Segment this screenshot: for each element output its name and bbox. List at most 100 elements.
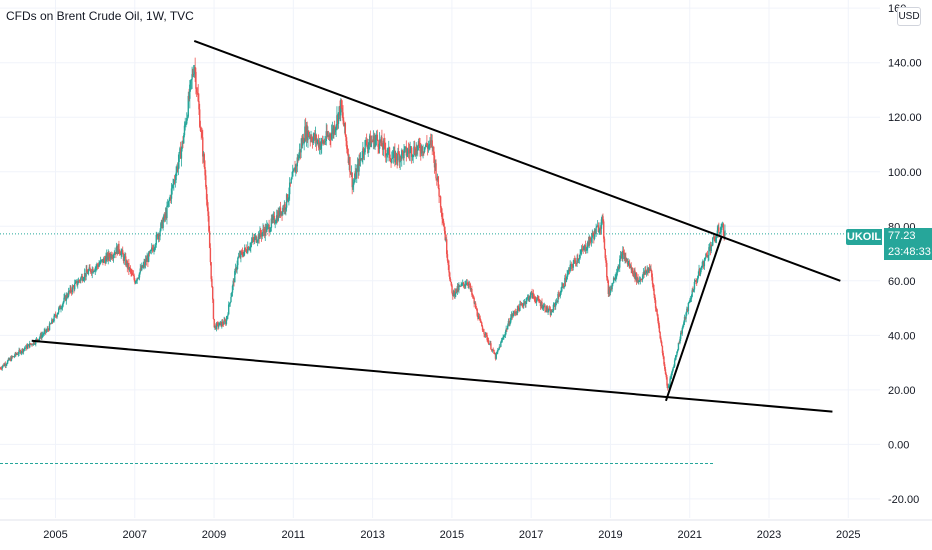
- candle-body: [180, 148, 183, 159]
- candle-body: [234, 271, 236, 283]
- candle-body: [667, 385, 670, 389]
- candle-body: [32, 344, 34, 346]
- candle-body: [603, 221, 605, 239]
- candle-body: [425, 143, 427, 147]
- candle-body: [160, 220, 163, 224]
- candle-body: [581, 248, 584, 250]
- candle-body: [221, 321, 223, 327]
- candle-body: [509, 322, 511, 325]
- candle-body: [474, 303, 477, 309]
- candle-body: [633, 270, 635, 277]
- candle-body: [618, 267, 620, 269]
- candle-body: [607, 280, 610, 295]
- candle-body: [532, 293, 534, 298]
- candle-body: [44, 329, 46, 332]
- candle-body: [282, 207, 285, 210]
- candle-body: [416, 147, 418, 151]
- candle-body: [324, 140, 326, 143]
- candle-body: [112, 254, 115, 258]
- candle-body: [374, 140, 376, 148]
- candle-body: [98, 264, 100, 267]
- candle-body: [388, 147, 390, 149]
- candle-body: [292, 170, 295, 172]
- candle-body: [465, 284, 467, 286]
- candle-body: [705, 253, 707, 258]
- candle-body: [282, 207, 284, 215]
- candle-body: [723, 235, 725, 237]
- candle-body: [232, 280, 234, 286]
- candle-body: [503, 335, 506, 337]
- candle-body: [460, 284, 462, 287]
- candle-body: [370, 140, 372, 147]
- candle-body: [682, 325, 684, 329]
- candle-body: [276, 215, 279, 221]
- candle-body: [244, 247, 247, 249]
- candle-body: [176, 166, 178, 173]
- candle-body: [467, 283, 469, 285]
- candle-body: [20, 351, 23, 354]
- candle-body: [657, 314, 659, 321]
- candle-body: [167, 205, 169, 207]
- candle-body: [637, 277, 639, 282]
- candle-body: [153, 248, 155, 251]
- candle-body: [146, 257, 148, 262]
- candle-body: [661, 345, 664, 353]
- candle-body: [380, 137, 382, 143]
- candle-body: [336, 115, 338, 126]
- candle-body: [616, 270, 619, 273]
- candle-body: [128, 267, 131, 271]
- candle-body: [441, 212, 443, 219]
- candle-body: [273, 215, 276, 223]
- candle-body: [612, 283, 614, 284]
- candle-body: [521, 303, 523, 306]
- candle-body: [202, 137, 204, 157]
- candle-body: [119, 253, 122, 256]
- candle-body: [82, 279, 84, 281]
- candle-body: [163, 214, 166, 218]
- candle-body: [579, 253, 581, 258]
- candle-body: [378, 139, 381, 149]
- candle-body: [159, 230, 161, 237]
- candle-body: [132, 274, 135, 276]
- candle-body: [320, 145, 322, 150]
- candle-body: [274, 222, 276, 224]
- candle-body: [308, 136, 311, 138]
- candle-body: [39, 334, 42, 338]
- candle-body: [302, 137, 305, 144]
- candle-body: [210, 262, 212, 279]
- candle-body: [689, 298, 692, 300]
- candle-body: [408, 151, 411, 154]
- candle-body: [167, 201, 170, 206]
- candle-body: [141, 265, 143, 271]
- candle-body: [440, 207, 443, 213]
- candle-body: [259, 230, 261, 239]
- candle-body: [123, 256, 125, 261]
- candle-body: [377, 140, 379, 147]
- candle-body: [544, 305, 546, 311]
- candle-body: [385, 149, 387, 156]
- time-axis[interactable]: 2005 2007 2009 2011 2013 2015 2017 2019 2021 2023…: [0, 519, 932, 541]
- candle-body: [285, 194, 288, 208]
- candle-body: [239, 254, 241, 258]
- candle-body: [568, 269, 571, 272]
- candle-body: [363, 152, 366, 154]
- candle-body: [172, 184, 174, 186]
- candle-body: [54, 314, 56, 316]
- candle-body: [494, 354, 497, 359]
- candle-body: [628, 262, 630, 264]
- candle-body: [114, 252, 116, 255]
- candle-body: [685, 312, 687, 319]
- currency-button[interactable]: USD: [897, 7, 921, 26]
- candle-body: [288, 182, 291, 195]
- candle-body: [177, 161, 180, 170]
- trendline: [31, 339, 833, 413]
- candle-body: [511, 314, 513, 317]
- candle-body: [191, 74, 193, 80]
- candle-body: [188, 95, 190, 99]
- candle-body: [77, 280, 80, 284]
- trendlines[interactable]: [31, 39, 841, 413]
- candle-body: [720, 227, 722, 233]
- candle-body: [249, 247, 251, 249]
- candle-body: [88, 267, 90, 271]
